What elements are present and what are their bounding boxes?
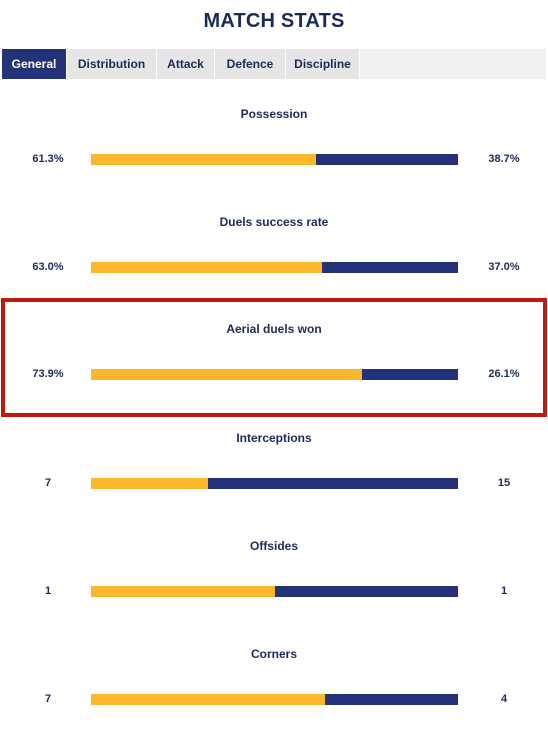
stat-label: Duels success rate (219, 215, 329, 229)
away-value: 38.7% (488, 153, 520, 165)
stat-label: Corners (250, 647, 297, 661)
comparison-bar (91, 694, 458, 705)
comparison-bar (91, 154, 458, 165)
stat-label: Aerial duels won (226, 322, 322, 336)
away-bar-fill (362, 369, 458, 380)
stats-tab-bar: General Distribution Attack Defence Disc… (2, 49, 546, 79)
away-bar-fill (324, 694, 458, 705)
tab-attack[interactable]: Attack (157, 49, 215, 79)
stat-row-corners: Corners 7 4 (0, 647, 548, 755)
away-value: 26.1% (488, 368, 520, 380)
away-bar-fill (322, 262, 458, 273)
stat-row-duels-success-rate: Duels success rate 63.0% 37.0% (0, 215, 548, 323)
comparison-bar (91, 369, 458, 380)
tab-defence[interactable]: Defence (215, 49, 286, 79)
home-value: 61.3% (32, 153, 64, 165)
stat-label: Offsides (249, 539, 298, 553)
comparison-bar (91, 262, 458, 273)
stat-row-offsides: Offsides 1 1 (0, 539, 548, 647)
away-bar-fill (274, 586, 458, 597)
stat-row-possession: Possession 61.3% 38.7% (0, 107, 548, 215)
away-value: 37.0% (488, 261, 520, 273)
home-bar-fill (91, 586, 275, 597)
stat-label: Interceptions (236, 431, 312, 445)
page-title: MATCH STATS (203, 10, 345, 32)
comparison-bar (91, 478, 458, 489)
stat-row-interceptions: Interceptions 7 15 (0, 431, 548, 539)
home-value: 63.0% (32, 261, 64, 273)
home-value: 7 (44, 477, 52, 489)
home-value: 7 (44, 693, 52, 705)
tab-general[interactable]: General (2, 49, 67, 79)
home-bar-fill (91, 154, 316, 165)
tab-discipline[interactable]: Discipline (286, 49, 360, 79)
away-bar-fill (315, 154, 458, 165)
tab-distribution[interactable]: Distribution (67, 49, 157, 79)
home-bar-fill (91, 694, 325, 705)
stat-label: Possession (240, 107, 308, 121)
away-value: 15 (497, 477, 511, 489)
away-bar-fill (207, 478, 458, 489)
home-value: 73.9% (32, 368, 64, 380)
home-bar-fill (91, 478, 208, 489)
home-bar-fill (91, 262, 323, 273)
away-value: 4 (500, 693, 508, 705)
away-value: 1 (500, 585, 508, 597)
home-bar-fill (91, 369, 363, 380)
stat-row-aerial-duels-won: Aerial duels won 73.9% 26.1% (0, 322, 548, 430)
comparison-bar (91, 586, 458, 597)
home-value: 1 (44, 585, 52, 597)
